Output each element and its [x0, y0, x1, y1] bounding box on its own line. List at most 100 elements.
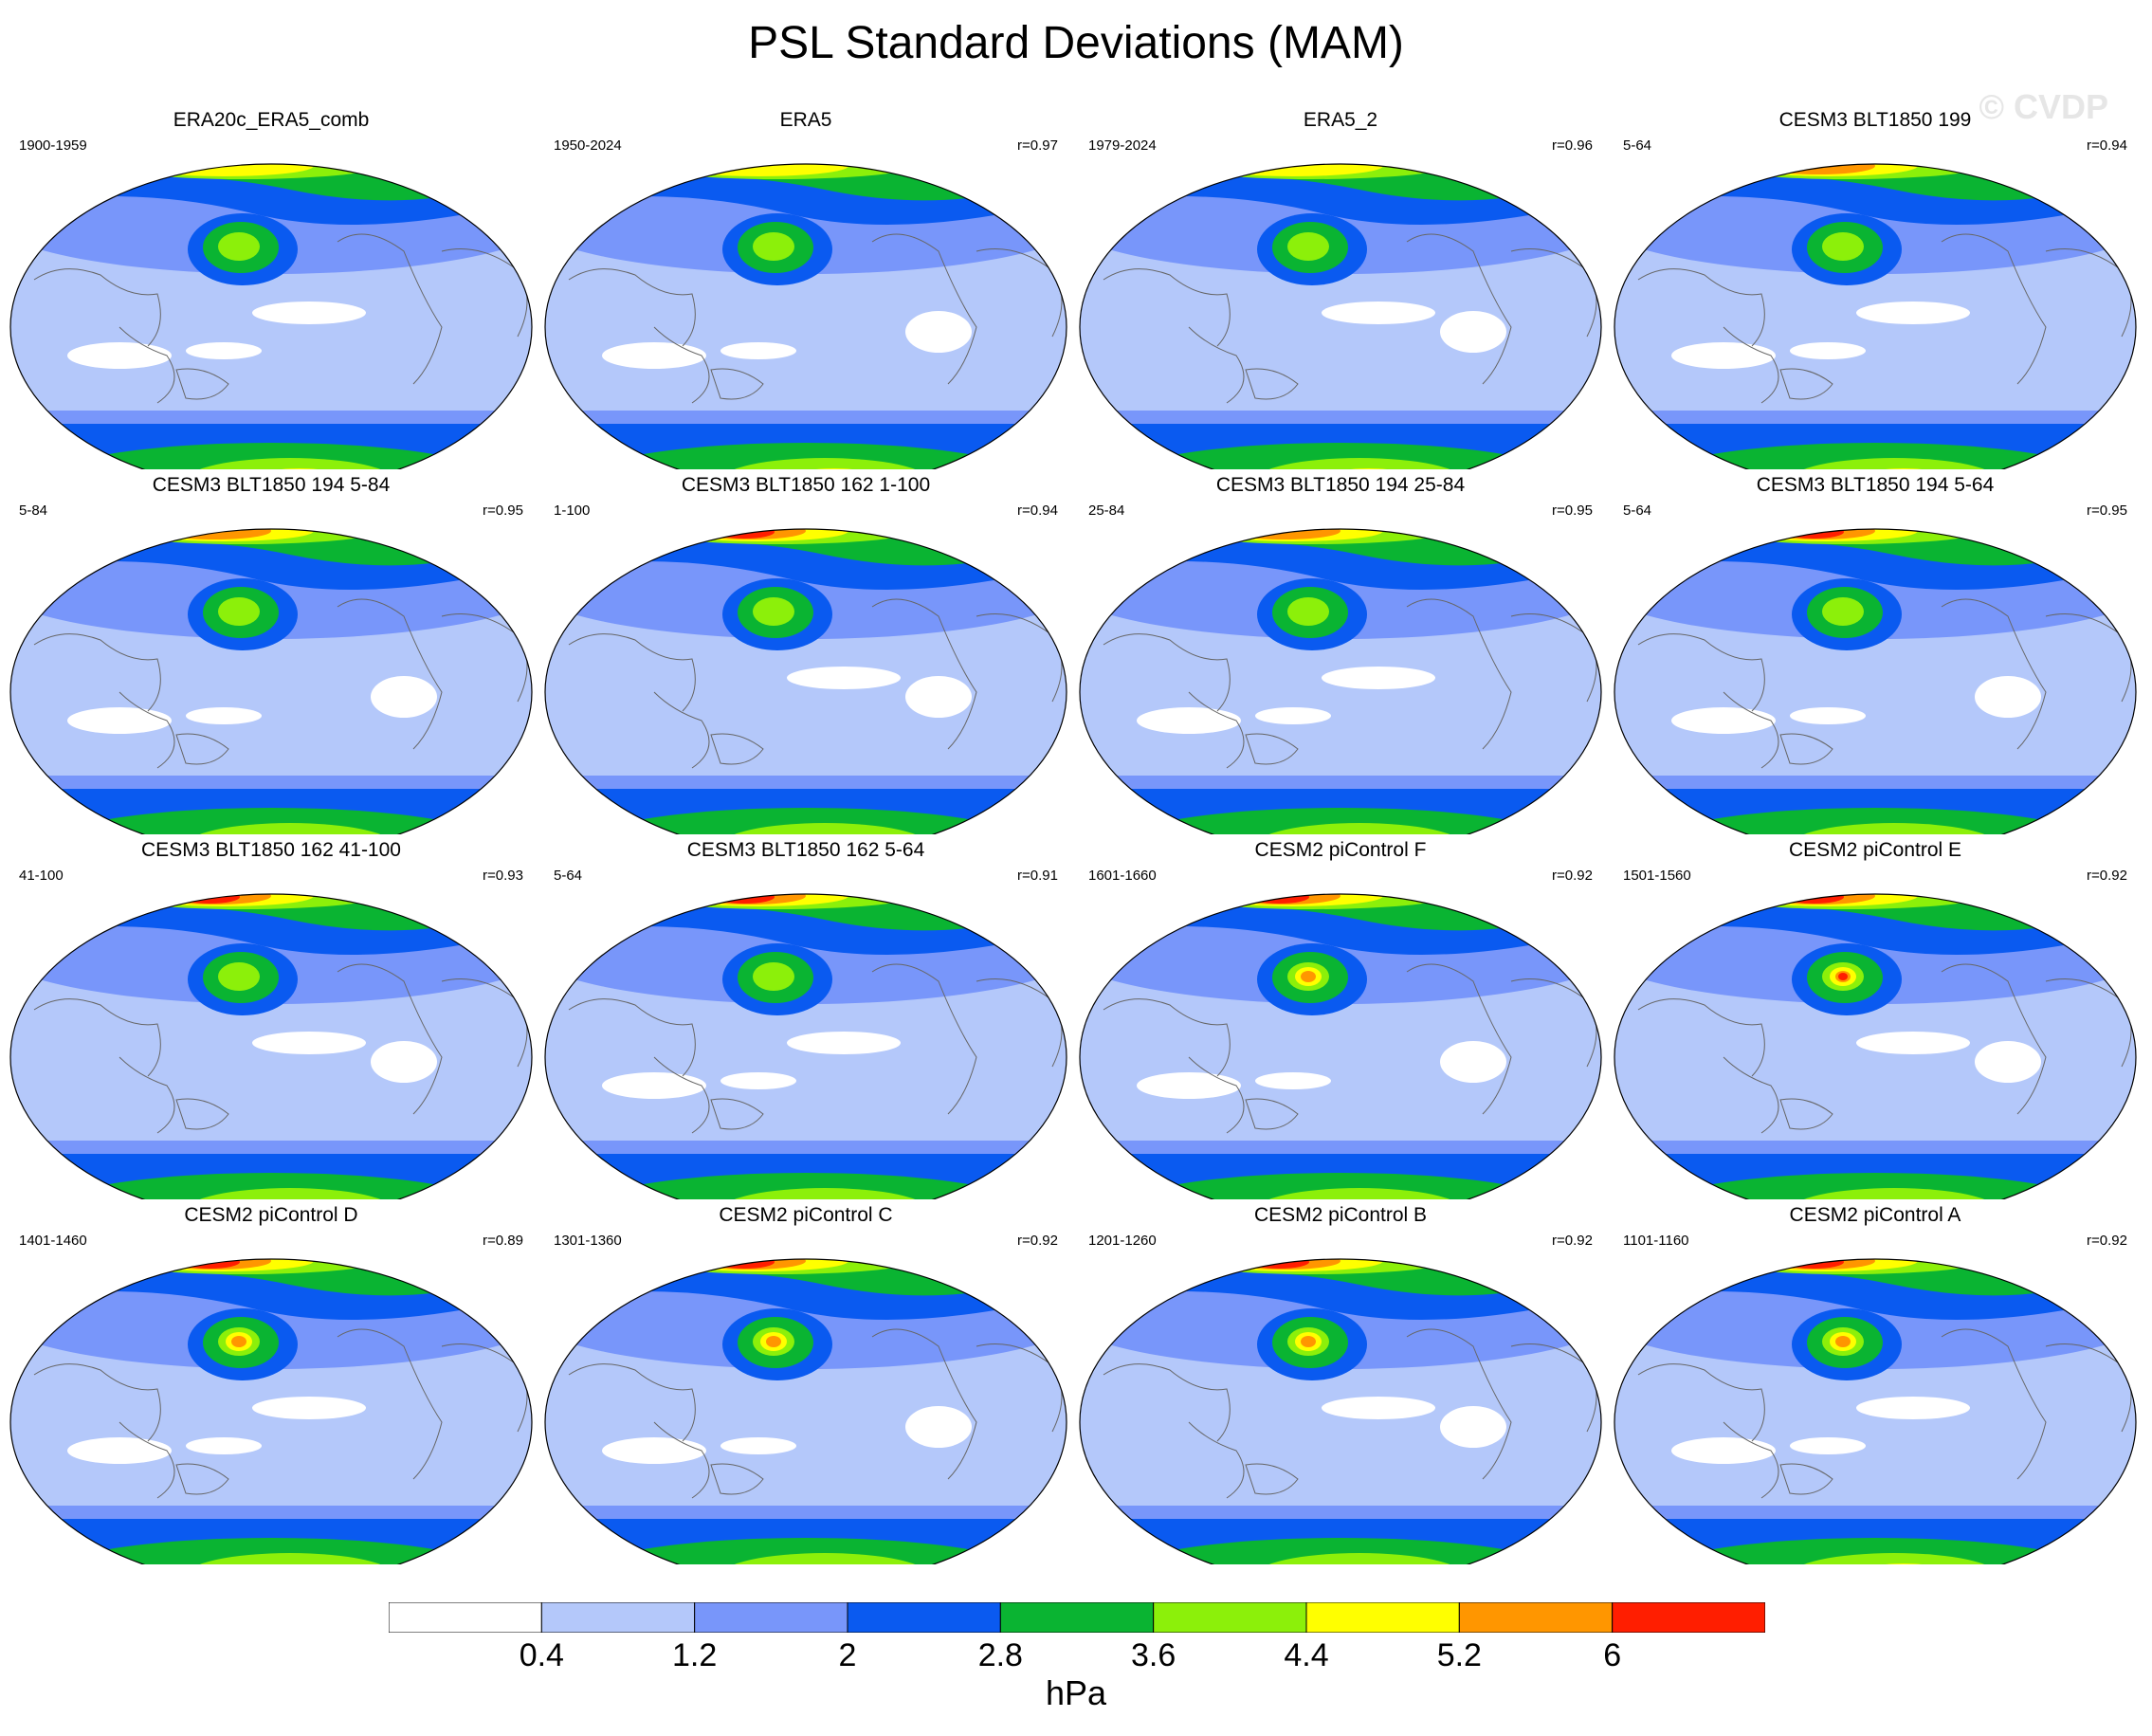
colorbar-tick-label: 2.8 — [977, 1637, 1023, 1673]
global-map — [1079, 1258, 1602, 1564]
panel-title: CESM3 BLT1850 194 5-84 — [152, 474, 391, 496]
map-panel: ERA5_2 1979-2024 r=0.96 — [1075, 109, 1606, 469]
global-map — [9, 1258, 533, 1564]
map-panel: CESM3 BLT1850 162 5-64 5-64 r=0.91 — [540, 839, 1071, 1199]
map-panel: CESM2 piControl E 1501-1560 r=0.92 — [1610, 839, 2141, 1199]
colorbar-tick-label: 0.4 — [519, 1637, 564, 1673]
panel-years: 1201-1260 — [1088, 1233, 1157, 1249]
map-panel: CESM3 BLT1850 199 5-64 r=0.94 — [1610, 109, 2141, 469]
global-map — [544, 893, 1067, 1199]
colorbar-tick-label: 1.2 — [672, 1637, 718, 1673]
panel-title: CESM3 BLT1850 194 5-64 — [1756, 474, 1995, 496]
map-panel: ERA5 1950-2024 r=0.97 — [540, 109, 1071, 469]
global-map — [544, 528, 1067, 834]
panel-title: ERA5_2 — [1303, 109, 1378, 131]
global-map — [9, 528, 533, 834]
map-panel: CESM3 BLT1850 194 5-64 5-64 r=0.95 — [1610, 474, 2141, 834]
pattern-correlation: r=0.92 — [2087, 1233, 2127, 1249]
panel-years: 1101-1160 — [1623, 1233, 1689, 1249]
map-panel: CESM3 BLT1850 194 25-84 25-84 r=0.95 — [1075, 474, 1606, 834]
colorbar-swatch — [1612, 1602, 1765, 1633]
panel-title: CESM3 BLT1850 199 — [1778, 109, 1972, 131]
map-panel: CESM3 BLT1850 162 1-100 1-100 r=0.94 — [540, 474, 1071, 834]
panel-years: 1979-2024 — [1088, 137, 1157, 154]
pattern-correlation: r=0.96 — [1552, 137, 1593, 154]
colorbar-tick-label: 5.2 — [1436, 1637, 1482, 1673]
pattern-correlation: r=0.94 — [2087, 137, 2127, 154]
colorbar-tick-label: 4.4 — [1284, 1637, 1329, 1673]
map-panel: CESM2 piControl B 1201-1260 r=0.92 — [1075, 1204, 1606, 1564]
panel-years: 5-64 — [1623, 137, 1652, 154]
map-panel: CESM3 BLT1850 162 41-100 41-100 r=0.93 — [6, 839, 537, 1199]
global-map — [1079, 528, 1602, 834]
pattern-correlation: r=0.94 — [1017, 503, 1058, 519]
panel-years: 5-64 — [1623, 503, 1652, 519]
colorbar-swatch — [1153, 1602, 1307, 1633]
panel-years: 1501-1560 — [1623, 868, 1691, 884]
panel-years: 1-100 — [554, 503, 591, 519]
global-map — [1614, 163, 2137, 469]
panel-title: CESM2 piControl F — [1254, 839, 1427, 861]
colorbar — [389, 1602, 1765, 1633]
colorbar-swatch — [999, 1602, 1155, 1633]
global-map — [544, 1258, 1067, 1564]
panel-years: 1950-2024 — [554, 137, 622, 154]
colorbar-swatch — [389, 1602, 542, 1633]
figure-title: PSL Standard Deviations (MAM) — [748, 18, 1404, 68]
panel-years: 1601-1660 — [1088, 868, 1157, 884]
colorbar-swatch — [540, 1602, 696, 1633]
global-map — [1614, 893, 2137, 1199]
panel-title: CESM3 BLT1850 194 25-84 — [1215, 474, 1466, 496]
panel-title: CESM2 piControl B — [1253, 1204, 1428, 1226]
panel-title: CESM3 BLT1850 162 1-100 — [681, 474, 931, 496]
map-panel: CESM2 piControl C 1301-1360 r=0.92 — [540, 1204, 1071, 1564]
global-map — [1079, 893, 1602, 1199]
global-map — [544, 163, 1067, 469]
colorbar-tick-label: 2 — [838, 1637, 857, 1673]
pattern-correlation: r=0.92 — [1552, 868, 1593, 884]
pattern-correlation: r=0.91 — [1017, 868, 1058, 884]
pattern-correlation: r=0.89 — [483, 1233, 523, 1249]
panel-title: CESM3 BLT1850 162 41-100 — [141, 839, 401, 861]
colorbar-swatch — [1305, 1602, 1460, 1633]
global-map — [1614, 1258, 2137, 1564]
panel-years: 5-64 — [554, 868, 583, 884]
colorbar-units: hPa — [1045, 1673, 1107, 1712]
colorbar-swatch — [1458, 1602, 1614, 1633]
panel-title: ERA20c_ERA5_comb — [173, 109, 370, 131]
global-map — [9, 163, 533, 469]
pattern-correlation: r=0.95 — [483, 503, 523, 519]
panel-title: CESM2 piControl E — [1788, 839, 1962, 861]
pattern-correlation: r=0.95 — [1552, 503, 1593, 519]
colorbar-swatch — [847, 1602, 1001, 1633]
panel-years: 41-100 — [19, 868, 64, 884]
panel-years: 5-84 — [19, 503, 48, 519]
pattern-correlation: r=0.93 — [483, 868, 523, 884]
panel-years: 1900-1959 — [19, 137, 87, 154]
panel-title: CESM2 piControl A — [1789, 1204, 1961, 1226]
pattern-correlation: r=0.92 — [2087, 868, 2127, 884]
pattern-correlation: r=0.95 — [2087, 503, 2127, 519]
panel-years: 1301-1360 — [554, 1233, 622, 1249]
global-map — [9, 893, 533, 1199]
map-panel: CESM2 piControl F 1601-1660 r=0.92 — [1075, 839, 1606, 1199]
map-panel: CESM2 piControl D 1401-1460 r=0.89 — [6, 1204, 537, 1564]
panel-years: 25-84 — [1088, 503, 1125, 519]
map-panel: ERA20c_ERA5_comb 1900-1959 — [6, 109, 537, 469]
global-map — [1079, 163, 1602, 469]
colorbar-tick-label: 6 — [1603, 1637, 1622, 1673]
global-map — [1614, 528, 2137, 834]
colorbar-swatch — [694, 1602, 848, 1633]
panel-title: CESM2 piControl D — [184, 1204, 358, 1226]
map-panel: CESM2 piControl A 1101-1160 r=0.92 — [1610, 1204, 2141, 1564]
panel-title: CESM2 piControl C — [719, 1204, 893, 1226]
panel-years: 1401-1460 — [19, 1233, 87, 1249]
colorbar-tick-label: 3.6 — [1131, 1637, 1176, 1673]
pattern-correlation: r=0.92 — [1552, 1233, 1593, 1249]
pattern-correlation: r=0.97 — [1017, 137, 1058, 154]
panel-title: CESM3 BLT1850 162 5-64 — [686, 839, 925, 861]
pattern-correlation: r=0.92 — [1017, 1233, 1058, 1249]
map-panel: CESM3 BLT1850 194 5-84 5-84 r=0.95 — [6, 474, 537, 834]
watermark: © CVDP — [1979, 87, 2108, 126]
panel-title: ERA5 — [779, 109, 832, 131]
